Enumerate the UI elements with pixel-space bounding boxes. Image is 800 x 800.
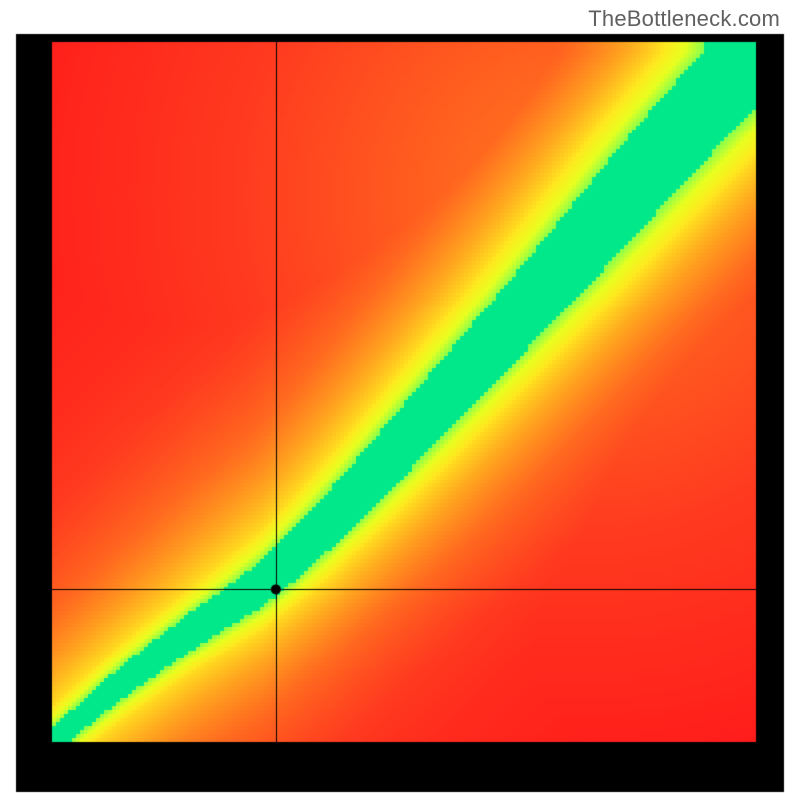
attribution-text: TheBottleneck.com bbox=[588, 6, 780, 32]
bottleneck-heatmap bbox=[0, 0, 800, 800]
